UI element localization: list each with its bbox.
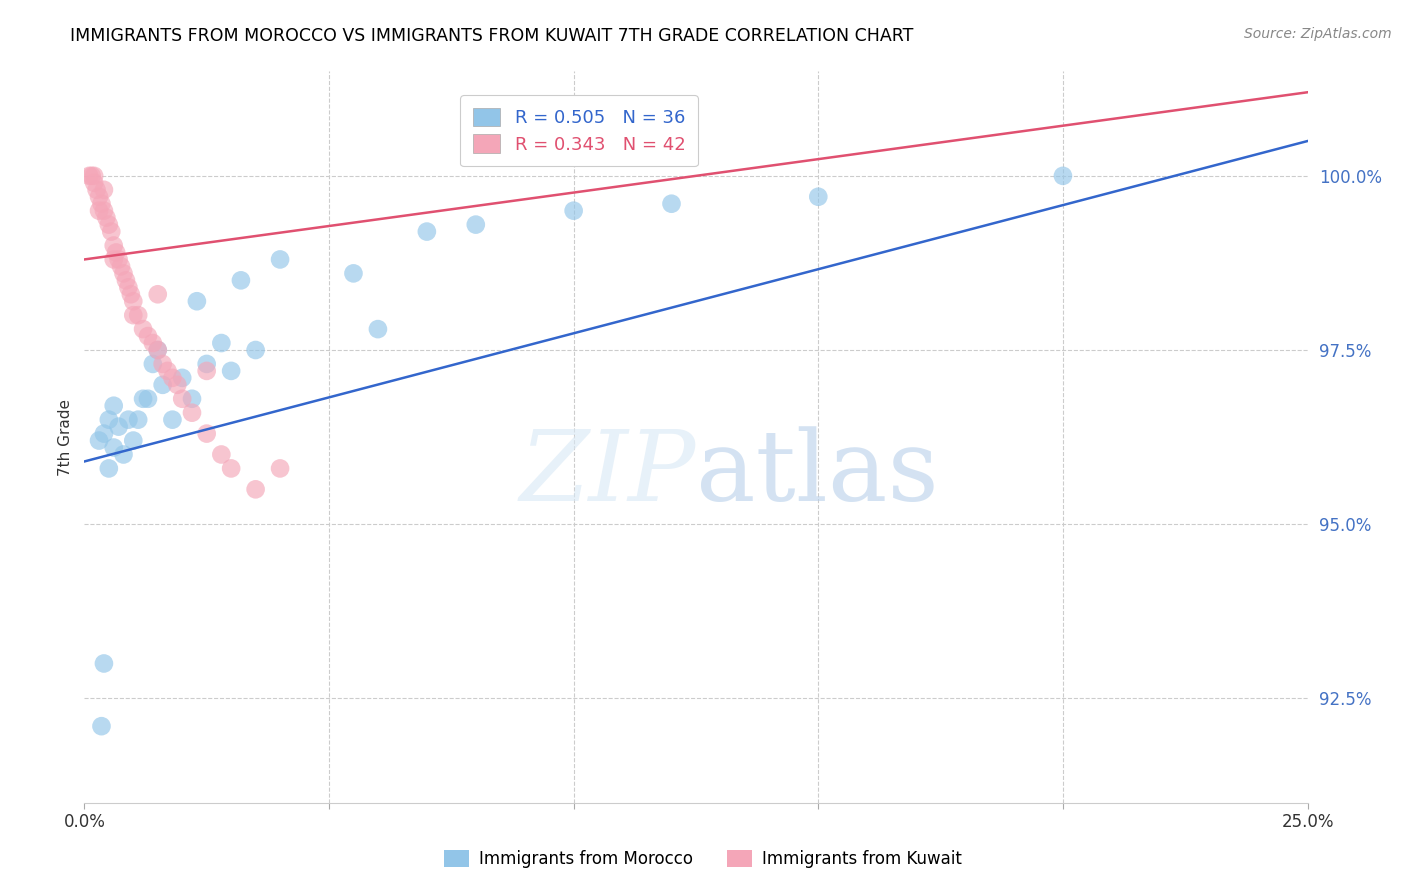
- Point: [103, 399, 125, 413]
- Point: [100, 225, 122, 239]
- Point: [90, 719, 112, 733]
- Point: [93, 203, 115, 218]
- Point: [152, 357, 174, 371]
- Point: [120, 287, 142, 301]
- Point: [122, 308, 145, 322]
- Point: [127, 412, 149, 426]
- Point: [245, 343, 267, 357]
- Point: [107, 252, 129, 267]
- Point: [1052, 169, 1074, 183]
- Point: [107, 419, 129, 434]
- Point: [172, 392, 194, 406]
- Point: [122, 434, 145, 448]
- Point: [117, 280, 139, 294]
- Point: [96, 211, 118, 225]
- Point: [105, 245, 128, 260]
- Point: [269, 252, 291, 267]
- Point: [219, 364, 242, 378]
- Point: [87, 190, 110, 204]
- Point: [97, 218, 120, 232]
- Point: [103, 441, 125, 455]
- Point: [195, 357, 218, 371]
- Point: [146, 343, 169, 357]
- Point: [464, 218, 486, 232]
- Point: [219, 461, 242, 475]
- Point: [132, 322, 155, 336]
- Point: [93, 426, 115, 441]
- Legend: R = 0.505   N = 36, R = 0.343   N = 42: R = 0.505 N = 36, R = 0.343 N = 42: [460, 95, 697, 166]
- Y-axis label: 7th Grade: 7th Grade: [58, 399, 73, 475]
- Legend: Immigrants from Morocco, Immigrants from Kuwait: Immigrants from Morocco, Immigrants from…: [437, 843, 969, 875]
- Point: [103, 252, 125, 267]
- Point: [87, 434, 110, 448]
- Point: [110, 260, 132, 274]
- Point: [132, 392, 155, 406]
- Point: [87, 203, 110, 218]
- Point: [269, 461, 291, 475]
- Text: Source: ZipAtlas.com: Source: ZipAtlas.com: [1244, 27, 1392, 41]
- Point: [416, 225, 439, 239]
- Point: [127, 308, 149, 322]
- Point: [152, 377, 174, 392]
- Point: [807, 190, 830, 204]
- Point: [342, 266, 364, 280]
- Point: [86, 183, 108, 197]
- Point: [146, 287, 169, 301]
- Point: [172, 371, 194, 385]
- Point: [103, 238, 125, 252]
- Point: [97, 461, 120, 475]
- Point: [562, 203, 585, 218]
- Point: [122, 294, 145, 309]
- Point: [186, 294, 208, 309]
- Point: [112, 448, 135, 462]
- Point: [115, 273, 138, 287]
- Point: [209, 448, 232, 462]
- Point: [146, 343, 169, 357]
- Point: [77, 169, 100, 183]
- Point: [181, 406, 204, 420]
- Point: [136, 392, 159, 406]
- Point: [142, 357, 165, 371]
- Point: [83, 176, 105, 190]
- Point: [156, 364, 179, 378]
- Text: ZIP: ZIP: [520, 426, 696, 521]
- Point: [661, 196, 683, 211]
- Point: [181, 392, 204, 406]
- Point: [117, 412, 139, 426]
- Point: [166, 377, 188, 392]
- Point: [162, 371, 184, 385]
- Point: [162, 412, 184, 426]
- Point: [83, 169, 105, 183]
- Point: [209, 336, 232, 351]
- Point: [245, 483, 267, 497]
- Point: [97, 412, 120, 426]
- Point: [142, 336, 165, 351]
- Point: [367, 322, 389, 336]
- Point: [195, 426, 218, 441]
- Text: IMMIGRANTS FROM MOROCCO VS IMMIGRANTS FROM KUWAIT 7TH GRADE CORRELATION CHART: IMMIGRANTS FROM MOROCCO VS IMMIGRANTS FR…: [70, 27, 914, 45]
- Point: [136, 329, 159, 343]
- Point: [80, 169, 103, 183]
- Point: [229, 273, 252, 287]
- Point: [93, 183, 115, 197]
- Text: atlas: atlas: [696, 425, 939, 522]
- Point: [93, 657, 115, 671]
- Point: [112, 266, 135, 280]
- Point: [90, 196, 112, 211]
- Point: [195, 364, 218, 378]
